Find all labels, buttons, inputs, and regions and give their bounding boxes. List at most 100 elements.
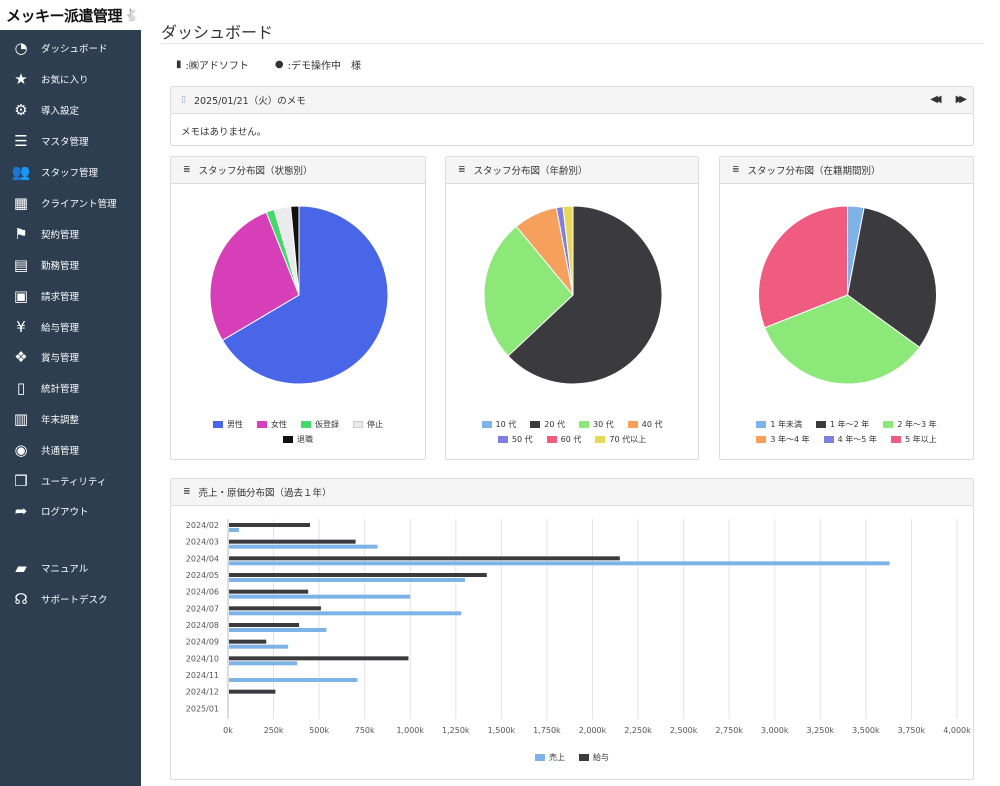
building-icon: ▦: [13, 194, 29, 212]
rabbit-icon: 🐇: [124, 8, 139, 22]
legend-item[interactable]: 5 年以上: [890, 434, 937, 445]
sidebar-item-13[interactable]: ▥ 年末調整: [0, 404, 141, 434]
memo-prev-icon[interactable]: ◀◀: [930, 94, 942, 105]
bar-salary[interactable]: [229, 606, 321, 611]
sidebar-item-7[interactable]: ⚑ 契約管理: [0, 219, 141, 249]
legend-swatch: [546, 436, 557, 443]
bar-sales[interactable]: [229, 661, 298, 666]
pie-slice-7[interactable]: [562, 205, 574, 296]
legend-item[interactable]: 3 年～4 年: [756, 434, 810, 445]
bar-sales[interactable]: [229, 611, 462, 616]
sidebar-item-label: 請求管理: [41, 292, 80, 303]
sidebar-item-label: クライアント管理: [41, 199, 117, 210]
y-tick-label: 2024/06: [186, 588, 219, 597]
bar-sales[interactable]: [229, 594, 411, 599]
pie-slice-3[interactable]: [483, 225, 574, 357]
sidebar-item-3[interactable]: ⚙ 導入設定: [0, 95, 141, 125]
sidebar-item-15[interactable]: ❒ ユーティリティ: [0, 466, 141, 496]
bar-salary[interactable]: [229, 539, 356, 544]
sidebar-item-17[interactable]: ▰ マニュアル: [0, 553, 141, 583]
pie-panel-tenure: ≣ スタッフ分布図（在籍期間別） 1 年未満 1 年～2 年 2 年～3 年 3 年～…: [719, 156, 974, 460]
legend-label: 4 年～5 年: [837, 435, 877, 444]
sidebar-item-6[interactable]: ▦ クライアント管理: [0, 188, 141, 218]
company-info: ▮ :㈱アドソフト: [176, 57, 249, 72]
bar-salary[interactable]: [229, 656, 409, 661]
legend-item[interactable]: 給与: [579, 752, 609, 763]
bar-sales[interactable]: [229, 561, 890, 566]
legend-item[interactable]: 60 代: [546, 434, 581, 445]
pie-slice-2[interactable]: [507, 205, 663, 385]
legend-item[interactable]: 退職: [283, 434, 313, 445]
legend-item[interactable]: 女性: [257, 419, 287, 430]
flag-icon: ⚑: [14, 225, 28, 243]
legend-swatch: [883, 421, 894, 428]
legend-swatch: [497, 436, 508, 443]
pie-panel-status: ≣ スタッフ分布図（状態別） 男性 女性 仮登録 停止 退職: [170, 156, 426, 460]
legend-item[interactable]: 70 代以上: [595, 434, 646, 445]
app-logo[interactable]: メッキー派遣管理 🐇: [0, 0, 141, 30]
sidebar-item-10[interactable]: ¥ 給与管理: [0, 312, 141, 342]
legend-label: 5 年以上: [904, 435, 937, 444]
sidebar-item-4[interactable]: ☰ マスタ管理: [0, 126, 141, 156]
sidebar-item-5[interactable]: 👥 スタッフ管理: [0, 157, 141, 187]
bar-salary[interactable]: [229, 689, 276, 694]
legend-item[interactable]: 50 代: [497, 434, 533, 445]
legend-item[interactable]: 40 代: [627, 419, 662, 430]
sidebar-item-12[interactable]: ▯ 統計管理: [0, 373, 141, 403]
legend-item[interactable]: 10 代: [481, 419, 517, 430]
legend-swatch: [756, 436, 767, 443]
legend-item[interactable]: 1 年未満: [756, 419, 802, 430]
legend-label: 70 代以上: [609, 435, 647, 444]
sidebar-item-label: 年末調整: [41, 415, 80, 426]
pie-slice-5[interactable]: [290, 205, 300, 296]
bar-salary[interactable]: [229, 623, 300, 627]
pie-slice-6[interactable]: [758, 205, 848, 329]
pie-slice-2[interactable]: [846, 206, 937, 349]
user-info: ● :デモ操作中 様: [275, 57, 361, 72]
legend-swatch: [595, 436, 606, 443]
bar-salary[interactable]: [229, 523, 311, 527]
y-tick-label: 2024/11: [186, 671, 219, 680]
legend-item[interactable]: 4 年～5 年: [823, 434, 877, 445]
legend-label: 10 代: [495, 420, 517, 429]
sidebar-item-label: 契約管理: [41, 230, 80, 241]
bar-salary[interactable]: [229, 589, 309, 594]
bar-sales[interactable]: [229, 528, 239, 532]
bar-salary[interactable]: [229, 573, 487, 577]
legend-item[interactable]: 2 年～3 年: [883, 419, 937, 430]
legend-item[interactable]: 30 代: [579, 419, 614, 430]
memo-header: ▯ 2025/01/21（火）のメモ: [171, 87, 973, 114]
bar-salary[interactable]: [229, 556, 620, 561]
bar-sales[interactable]: [229, 628, 327, 632]
bar-sales[interactable]: [229, 578, 465, 582]
legend-swatch: [579, 754, 589, 761]
legend-item[interactable]: 男性: [213, 419, 243, 430]
sidebar-item-9[interactable]: ▣ 請求管理: [0, 281, 141, 311]
book-icon: ▥: [13, 410, 29, 428]
sidebar-item-8[interactable]: ▤ 勤務管理: [0, 250, 141, 280]
sidebar-item-18[interactable]: ☊ サポートデスク: [0, 584, 141, 614]
legend-item[interactable]: 1 年～2 年: [816, 419, 869, 430]
legend-item[interactable]: 仮登録: [301, 419, 339, 430]
legend-item[interactable]: 停止: [353, 419, 383, 430]
sidebar-item-14[interactable]: ◉ 共通管理: [0, 435, 141, 465]
legend-item[interactable]: 20 代: [530, 419, 565, 430]
sidebar-item-16[interactable]: ➦ ログアウト: [0, 496, 141, 526]
legend-item[interactable]: 売上: [535, 752, 565, 763]
pie-title: スタッフ分布図（状態別）: [198, 166, 313, 177]
bar-sales[interactable]: [229, 678, 358, 682]
pie-slice-3[interactable]: [764, 294, 921, 385]
bar-sales[interactable]: [229, 644, 289, 649]
x-tick-label: 1,000k: [396, 726, 424, 735]
database-icon: ≣: [458, 165, 466, 175]
pie-slice-2[interactable]: [209, 211, 300, 341]
bar-salary[interactable]: [229, 639, 267, 644]
yen-icon: ¥: [16, 318, 26, 336]
x-tick-label: 250k: [264, 726, 284, 735]
memo-next-icon[interactable]: ▶▶: [955, 94, 968, 105]
sidebar-item-2[interactable]: ★ お気に入り: [0, 64, 141, 94]
pie-slice-1[interactable]: [221, 205, 389, 385]
sidebar-item-1[interactable]: ◔ ダッシュボード: [0, 33, 141, 63]
sidebar-item-11[interactable]: ❖ 賞与管理: [0, 342, 141, 372]
bar-sales[interactable]: [229, 544, 378, 549]
